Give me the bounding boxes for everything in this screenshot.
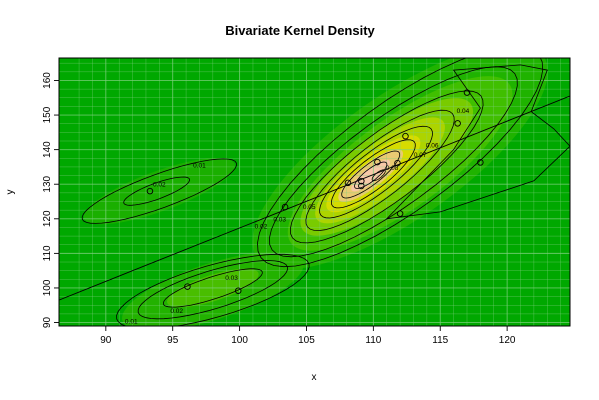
x-tick-label: 110 bbox=[365, 335, 381, 346]
contour-label: 0.02 bbox=[170, 308, 183, 315]
contour-label: 0.01 bbox=[125, 319, 138, 326]
contour-line bbox=[371, 169, 386, 182]
contour-line bbox=[289, 90, 484, 244]
data-point bbox=[374, 158, 381, 166]
contour-line bbox=[137, 260, 288, 320]
y-tick-label: 90 bbox=[42, 317, 53, 329]
contour-line bbox=[257, 58, 544, 268]
data-point bbox=[394, 159, 401, 167]
data-point bbox=[344, 179, 352, 187]
y-tick-label: 150 bbox=[42, 106, 53, 123]
data-point bbox=[454, 120, 461, 127]
x-tick-label: 95 bbox=[167, 335, 179, 346]
x-axis: 90 95 100 105 110 115 120 bbox=[100, 326, 516, 346]
contour-line bbox=[319, 125, 433, 219]
contour-label: 0.06 bbox=[426, 143, 439, 150]
y-tick-label: 130 bbox=[42, 175, 53, 192]
contour-label: 0.08 bbox=[386, 165, 399, 172]
contour-label: 0.05 bbox=[303, 204, 316, 211]
y-tick-label: 120 bbox=[42, 210, 53, 227]
contour-labels: 0.01 0.02 0.02 0.03 0.05 0.08 0.07 0.06 0.04 0.03… bbox=[125, 108, 470, 326]
data-point bbox=[358, 182, 365, 190]
plot-area: 0.01 0.02 0.02 0.03 0.05 0.08 0.07 0.06 0.04 0.03… bbox=[59, 58, 570, 326]
data-point bbox=[396, 210, 404, 217]
y-axis: 90 100 110 120 130 140 150 160 bbox=[42, 72, 59, 328]
x-tick-label: 100 bbox=[231, 335, 248, 346]
contour-label: 0.03 bbox=[225, 275, 238, 282]
contour-label: 0.02 bbox=[255, 223, 268, 230]
contour-line bbox=[123, 176, 191, 206]
y-tick-label: 160 bbox=[42, 72, 53, 89]
x-tick-label: 120 bbox=[499, 335, 516, 346]
x-tick-label: 115 bbox=[432, 335, 448, 346]
data-point bbox=[146, 187, 154, 195]
y-tick-label: 100 bbox=[42, 279, 53, 296]
contour-label: 0.07 bbox=[414, 152, 427, 159]
data-point bbox=[358, 177, 365, 185]
contour-line bbox=[269, 66, 518, 258]
data-point bbox=[184, 283, 191, 290]
contour-label: 0.03 bbox=[273, 217, 286, 224]
chart-title: Bivariate Kernel Density bbox=[225, 23, 375, 38]
y-tick-label: 110 bbox=[42, 245, 53, 261]
contour-line bbox=[305, 109, 455, 232]
data-point bbox=[235, 287, 242, 294]
plot-frame bbox=[58, 57, 571, 327]
data-point bbox=[402, 132, 409, 140]
y-axis-label: y bbox=[5, 190, 16, 195]
regression-line bbox=[59, 95, 570, 301]
data-points bbox=[146, 89, 484, 294]
contour-line bbox=[330, 139, 416, 209]
contour-line bbox=[81, 158, 237, 224]
contour-line bbox=[354, 161, 388, 189]
x-axis-label: x bbox=[312, 372, 317, 383]
x-tick-label: 105 bbox=[298, 335, 315, 346]
y-tick-label: 140 bbox=[42, 141, 53, 158]
contour-label: 0.01 bbox=[193, 163, 206, 170]
contour-line bbox=[116, 253, 310, 326]
contour-lines bbox=[81, 58, 570, 326]
data-point bbox=[463, 89, 471, 96]
data-point bbox=[477, 159, 484, 166]
data-point bbox=[281, 203, 289, 211]
contour-line bbox=[341, 150, 401, 199]
contour-label: 0.04 bbox=[457, 108, 470, 115]
contour-label: 0.02 bbox=[153, 181, 166, 188]
contour-line bbox=[385, 64, 570, 220]
x-tick-label: 90 bbox=[100, 335, 112, 346]
